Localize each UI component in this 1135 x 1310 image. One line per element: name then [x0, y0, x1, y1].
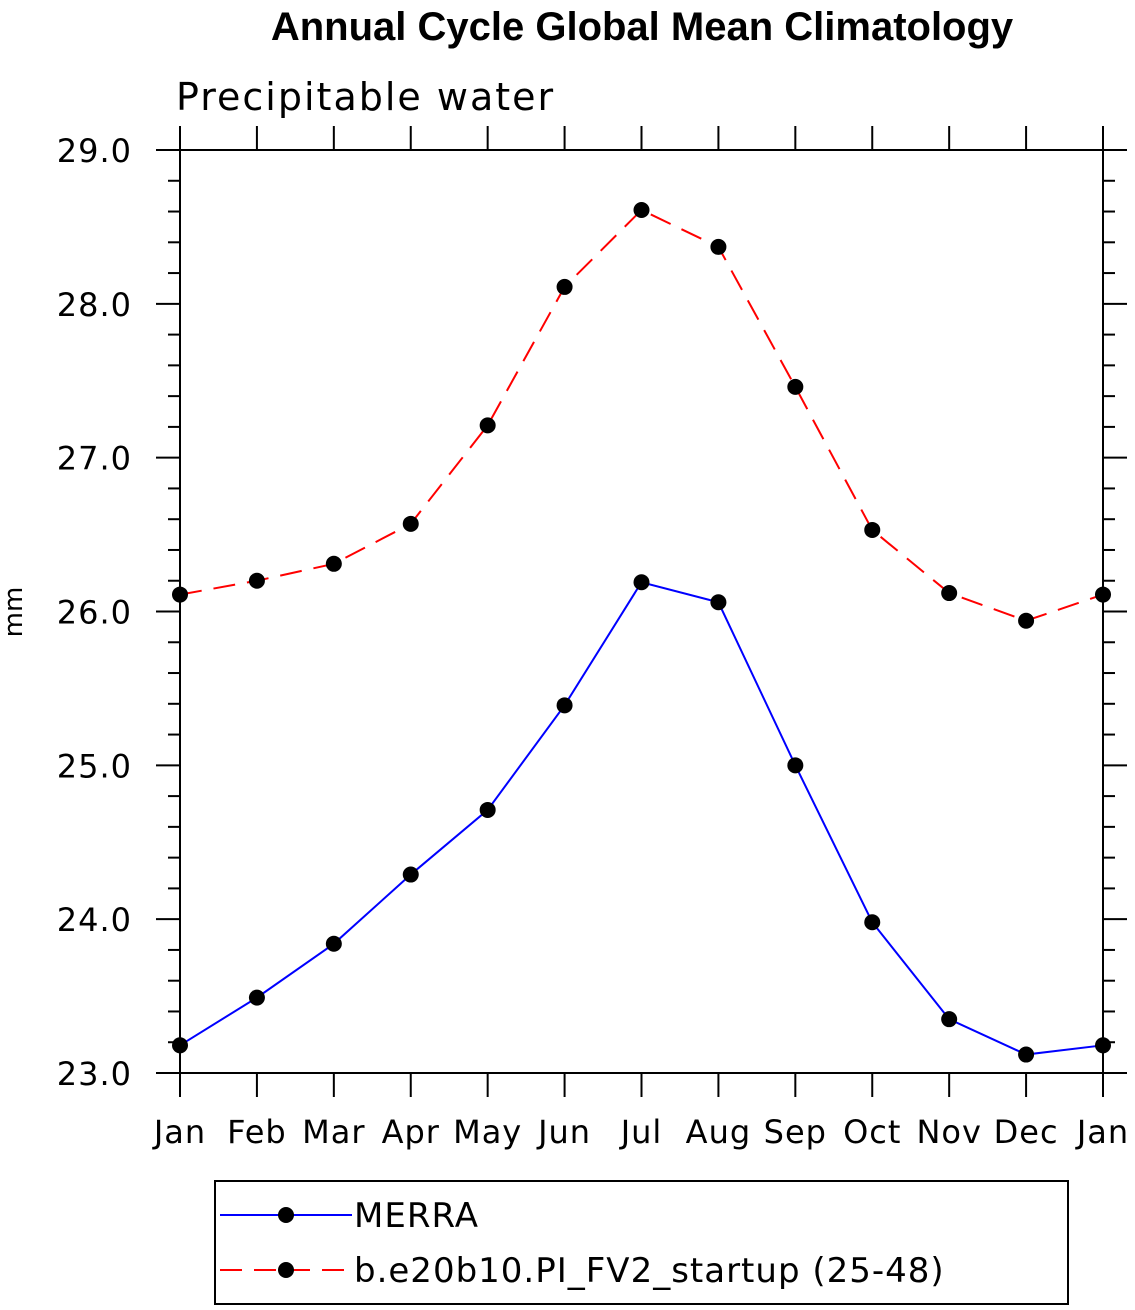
data-point — [402, 866, 419, 883]
x-tick-label: Nov — [916, 1113, 981, 1151]
data-point — [172, 586, 188, 603]
series-2 — [172, 201, 1111, 629]
data-point — [248, 572, 265, 589]
series-line — [179, 208, 1104, 622]
x-tick-label: Jan — [1075, 1113, 1129, 1151]
legend-items: MERRA b.e20b10.PI_FV2_startup (25-48) — [220, 1196, 945, 1291]
data-point — [864, 521, 881, 538]
x-tick-label: Jul — [619, 1113, 663, 1151]
x-tick-labels: Jan Feb Mar Apr May Jun Jul Aug Sep Oct Nov Dec Jan — [152, 1113, 1129, 1151]
data-point — [325, 555, 342, 572]
data-point — [633, 574, 650, 591]
legend-marker — [278, 1262, 294, 1278]
legend-marker — [278, 1207, 294, 1223]
legend-item: b.e20b10.PI_FV2_startup (25-48) — [220, 1251, 945, 1291]
y-axis-title: mm — [0, 587, 29, 638]
data-point — [941, 585, 958, 602]
data-point — [402, 515, 419, 532]
series-layer — [172, 201, 1111, 1063]
x-tick-label: Dec — [994, 1113, 1059, 1151]
series-line — [179, 581, 1104, 1056]
data-point — [864, 914, 881, 931]
data-point — [710, 594, 727, 611]
x-tick-label: Jan — [152, 1113, 206, 1151]
data-point — [1095, 1037, 1111, 1054]
y-tick-label: 24.0 — [57, 901, 132, 939]
legend-label: b.e20b10.PI_FV2_startup (25-48) — [354, 1251, 945, 1291]
data-point — [710, 238, 727, 255]
legend-label: MERRA — [354, 1196, 479, 1236]
plot-frame — [179, 149, 1104, 1074]
data-point — [941, 1011, 958, 1028]
data-point — [633, 201, 650, 218]
x-tick-label: Sep — [764, 1113, 827, 1151]
data-point — [787, 378, 804, 395]
y-tick-label: 28.0 — [57, 286, 132, 324]
chart-subtitle: Precipitable water — [176, 75, 555, 119]
data-point — [556, 278, 573, 295]
x-tick-label: Aug — [686, 1113, 751, 1151]
data-point — [1018, 1046, 1035, 1063]
x-tick-label: Oct — [843, 1113, 901, 1151]
data-point — [479, 417, 496, 434]
legend: MERRA b.e20b10.PI_FV2_startup (25-48) — [214, 1180, 1069, 1305]
legend-item: MERRA — [220, 1196, 479, 1236]
series-1 — [172, 574, 1111, 1063]
y-tick-label: 29.0 — [57, 132, 132, 170]
y-tick-label: 27.0 — [57, 440, 132, 478]
y-tick-labels: 23.0 24.0 25.0 26.0 27.0 28.0 29.0 — [57, 132, 132, 1093]
x-tick-label: May — [453, 1113, 522, 1151]
data-point — [787, 757, 804, 774]
data-point — [325, 935, 342, 952]
data-point — [1095, 586, 1111, 603]
axis-ticks — [156, 126, 1127, 1097]
y-tick-label: 25.0 — [57, 747, 132, 785]
x-tick-label: Jun — [536, 1113, 591, 1151]
y-tick-label: 26.0 — [57, 594, 132, 632]
chart-title: Annual Cycle Global Mean Climatology — [271, 5, 1014, 49]
y-tick-label: 23.0 — [57, 1055, 132, 1093]
data-point — [172, 1037, 188, 1054]
data-point — [248, 989, 265, 1006]
x-tick-label: Feb — [227, 1113, 287, 1151]
legend-box — [214, 1180, 1069, 1305]
data-point — [479, 801, 496, 818]
data-point — [1018, 612, 1035, 629]
x-tick-label: Mar — [302, 1113, 365, 1151]
x-tick-label: Apr — [382, 1113, 440, 1151]
data-point — [556, 697, 573, 714]
